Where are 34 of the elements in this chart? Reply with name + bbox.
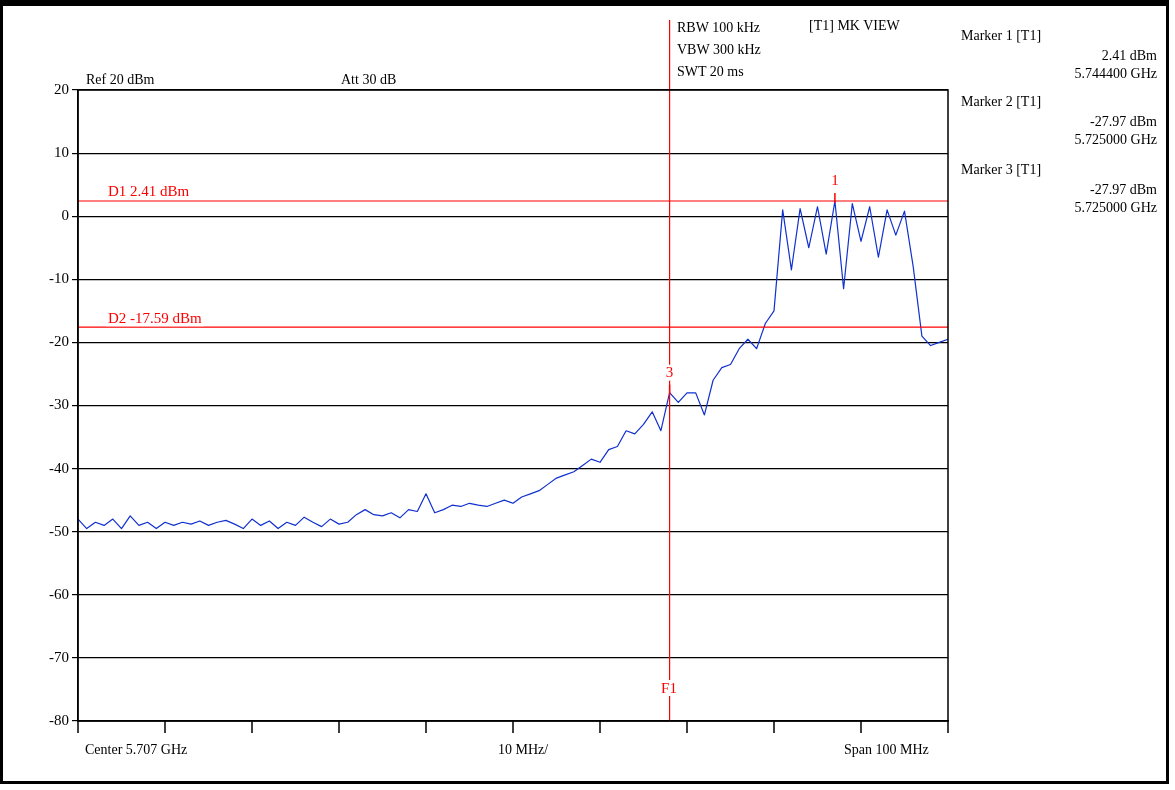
text: Marker 1 [T1] bbox=[960, 28, 1043, 44]
text: 2.41 dBm bbox=[1100, 48, 1158, 64]
annotation: 1 bbox=[831, 172, 839, 189]
text: 5.725000 GHz bbox=[1073, 200, 1158, 216]
text: Center 5.707 GHz bbox=[84, 742, 189, 758]
text: -27.97 dBm bbox=[1089, 182, 1158, 198]
y-tick-label: -20 bbox=[49, 333, 69, 350]
text: SWT 20 ms bbox=[676, 64, 745, 80]
text: RBW 100 kHz bbox=[676, 20, 761, 36]
ref-line-label: D2 -17.59 dBm bbox=[108, 309, 203, 326]
y-tick-label: 20 bbox=[54, 80, 69, 97]
ref-line-label: D1 2.41 dBm bbox=[108, 183, 190, 200]
y-tick-label: -80 bbox=[49, 711, 69, 728]
annotation: F1 bbox=[660, 680, 678, 696]
text: [T1] MK VIEW bbox=[808, 18, 901, 34]
text: 5.725000 GHz bbox=[1073, 132, 1158, 148]
text: Marker 2 [T1] bbox=[960, 94, 1043, 110]
text: Ref 20 dBm bbox=[85, 72, 156, 88]
y-tick-label: -10 bbox=[49, 270, 69, 287]
y-tick-label: -50 bbox=[49, 522, 69, 539]
text: VBW 300 kHz bbox=[676, 42, 762, 58]
text: -27.97 dBm bbox=[1089, 114, 1158, 130]
text: Span 100 MHz bbox=[843, 742, 930, 758]
y-tick-label: -60 bbox=[49, 585, 69, 602]
text: Att 30 dB bbox=[340, 72, 398, 88]
annotation: 3 bbox=[665, 364, 674, 381]
y-tick-label: 0 bbox=[61, 207, 69, 224]
text: 5.744400 GHz bbox=[1073, 66, 1158, 82]
text: Marker 3 [T1] bbox=[960, 162, 1043, 178]
y-tick-label: -40 bbox=[49, 459, 69, 476]
y-tick-label: -30 bbox=[49, 396, 69, 413]
text: 10 MHz/ bbox=[497, 742, 550, 758]
y-tick-label: 10 bbox=[54, 144, 69, 161]
y-tick-label: -70 bbox=[49, 648, 69, 665]
